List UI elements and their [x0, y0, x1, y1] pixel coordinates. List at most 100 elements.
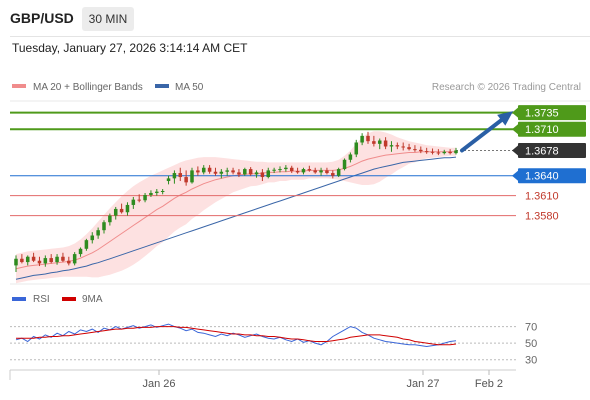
candle-body [442, 151, 447, 154]
candle-body [213, 171, 218, 174]
candle-body [407, 147, 411, 150]
candle-body [342, 159, 347, 170]
candle-body [113, 208, 118, 216]
level-label-box [518, 121, 586, 137]
x-axis: Jan 26 Jan 27 Feb 2 [9, 369, 516, 390]
rsi-legend-swatch [12, 297, 26, 301]
candle-body [436, 152, 441, 154]
candle-body [395, 145, 400, 147]
level-label: 1.3710 [525, 124, 559, 136]
candle-body [336, 169, 341, 176]
candle-body [237, 172, 241, 175]
level-label-box [518, 105, 586, 121]
ma20-legend-swatch [12, 84, 26, 88]
candle-body [254, 172, 259, 175]
candle-body [196, 170, 200, 173]
candle-body [284, 167, 288, 170]
candle-body [67, 260, 71, 264]
candle-body [266, 170, 271, 178]
candle-body [55, 256, 59, 263]
candle-body [295, 171, 300, 173]
candle-body [219, 171, 224, 174]
candle-body [448, 151, 452, 154]
candle-body [14, 258, 18, 266]
candle-body [172, 173, 177, 179]
candle-body [260, 172, 265, 178]
candle-body [31, 256, 36, 261]
candle-body [348, 154, 353, 160]
candle-body [377, 140, 382, 144]
candle-body [313, 170, 317, 173]
rsi-ma-line [16, 326, 457, 346]
candle-body [143, 194, 147, 201]
candle-body [37, 260, 42, 264]
rsi-legend-label: RSI [33, 294, 50, 305]
rsi-tick-label: 30 [525, 355, 537, 367]
credit-text: Research © 2026 Trading Central [432, 82, 581, 93]
candle-body [301, 169, 306, 173]
level-label: 1.3678 [525, 145, 559, 157]
candle-body [119, 208, 124, 213]
candle-body [102, 222, 106, 231]
projection-arrow [460, 114, 508, 153]
candle-body [90, 235, 95, 241]
rsi-ma-legend-label: 9MA [82, 294, 103, 305]
rsi-panel: RSI 9MA 70 50 30 [10, 294, 537, 367]
candle-body [366, 135, 370, 142]
candle-body [419, 149, 423, 152]
candle-body [243, 169, 247, 175]
level-label-pointer [512, 107, 518, 118]
candle-body [383, 140, 388, 147]
level-label: 1.3735 [525, 108, 559, 120]
x-tick-label: Feb 2 [475, 378, 503, 390]
level-label: 1.3580 [525, 211, 559, 223]
candle-body [289, 167, 294, 172]
candle-body [389, 145, 394, 147]
candle-body [401, 146, 405, 148]
candle-body [43, 258, 48, 264]
candle-body [84, 240, 89, 249]
candle-body [424, 151, 429, 153]
timeframe-button[interactable]: 30 MIN [82, 7, 134, 31]
candle-body [166, 178, 171, 182]
candle-body [307, 169, 312, 171]
candle-body [225, 170, 229, 172]
candle-body [354, 142, 359, 155]
rsi-tick-label: 70 [525, 322, 537, 334]
candle-body [413, 149, 417, 151]
symbol-title: GBP/USD [10, 10, 74, 26]
candle-body [149, 192, 153, 195]
timestamp: Tuesday, January 27, 2026 3:14:14 AM CET [12, 41, 248, 55]
candle-body [360, 135, 364, 143]
ma50-legend-label: MA 50 [175, 82, 204, 93]
candle-body [160, 190, 165, 192]
candle-body [137, 199, 141, 201]
level-label-pointer [512, 145, 518, 156]
candle-body [272, 169, 276, 171]
level-label-pointer [512, 124, 518, 135]
candle-body [49, 258, 53, 263]
x-tick-label: Jan 26 [142, 378, 175, 390]
candle-body [61, 256, 65, 261]
candle-body [78, 248, 83, 255]
candle-body [20, 258, 24, 263]
rsi-ma-legend-swatch [62, 297, 76, 301]
candle-body [331, 173, 335, 176]
candle-body [108, 215, 112, 223]
legend: MA 20 + Bollinger Bands MA 50 Research ©… [12, 82, 581, 93]
projection-arrowhead [497, 111, 514, 126]
candle-body [25, 256, 30, 263]
x-tick-label: Jan 27 [406, 378, 439, 390]
candle-body [319, 170, 323, 173]
header-divider [10, 36, 590, 37]
candle-body [231, 170, 235, 173]
candle-body [96, 230, 100, 236]
candle-body [201, 167, 206, 173]
level-label-pointer [512, 170, 518, 181]
candle-body [278, 169, 282, 171]
candle-body [178, 173, 183, 178]
ma20-legend-label: MA 20 + Bollinger Bands [33, 82, 143, 93]
level-label-box [518, 142, 586, 158]
